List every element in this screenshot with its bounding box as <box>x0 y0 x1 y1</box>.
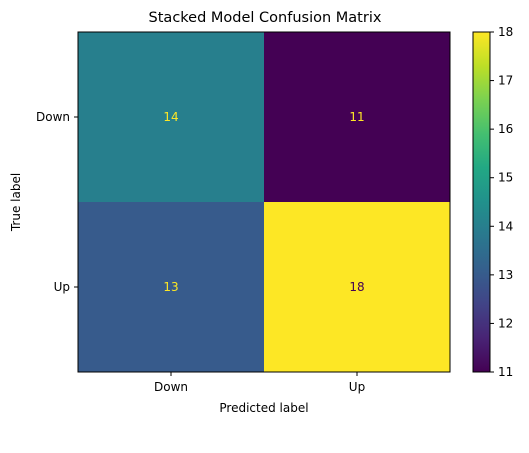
y-axis-ticks: Down Up <box>36 110 78 294</box>
colorbar-tick-label: 11 <box>498 365 513 379</box>
matrix-cell <box>78 202 264 372</box>
x-axis-label: Predicted label <box>219 401 308 415</box>
x-axis-ticks: Down Up <box>154 372 365 394</box>
colorbar-tick-label: 16 <box>498 122 513 136</box>
cell-value: 13 <box>163 280 178 294</box>
colorbar-tick-label: 17 <box>498 74 513 88</box>
plot-frame <box>77 31 451 373</box>
colorbar: 11 12 13 14 15 16 17 18 <box>472 25 513 379</box>
cell-value: 14 <box>163 110 178 124</box>
colorbar-ticks: 11 12 13 14 15 16 17 18 <box>490 25 513 379</box>
y-axis-label: True label <box>9 173 23 232</box>
colorbar-tick-label: 15 <box>498 171 513 185</box>
cell-value: 18 <box>349 280 364 294</box>
matrix-cells: 14 11 13 18 <box>78 32 450 372</box>
matrix-cell <box>264 202 450 372</box>
cell-value: 11 <box>349 110 364 124</box>
x-tick-label: Up <box>349 380 365 394</box>
y-tick-label: Up <box>54 280 70 294</box>
colorbar-frame <box>472 31 491 373</box>
x-tick-label: Down <box>154 380 188 394</box>
colorbar-tick-label: 13 <box>498 268 513 282</box>
colorbar-tick-label: 12 <box>498 316 513 330</box>
y-tick-label: Down <box>36 110 70 124</box>
matrix-cell <box>264 32 450 202</box>
colorbar-tick-label: 14 <box>498 219 513 233</box>
matrix-cell <box>78 32 264 202</box>
colorbar-gradient <box>473 32 490 372</box>
colorbar-tick-label: 18 <box>498 25 513 39</box>
chart-title: Stacked Model Confusion Matrix <box>149 10 382 26</box>
